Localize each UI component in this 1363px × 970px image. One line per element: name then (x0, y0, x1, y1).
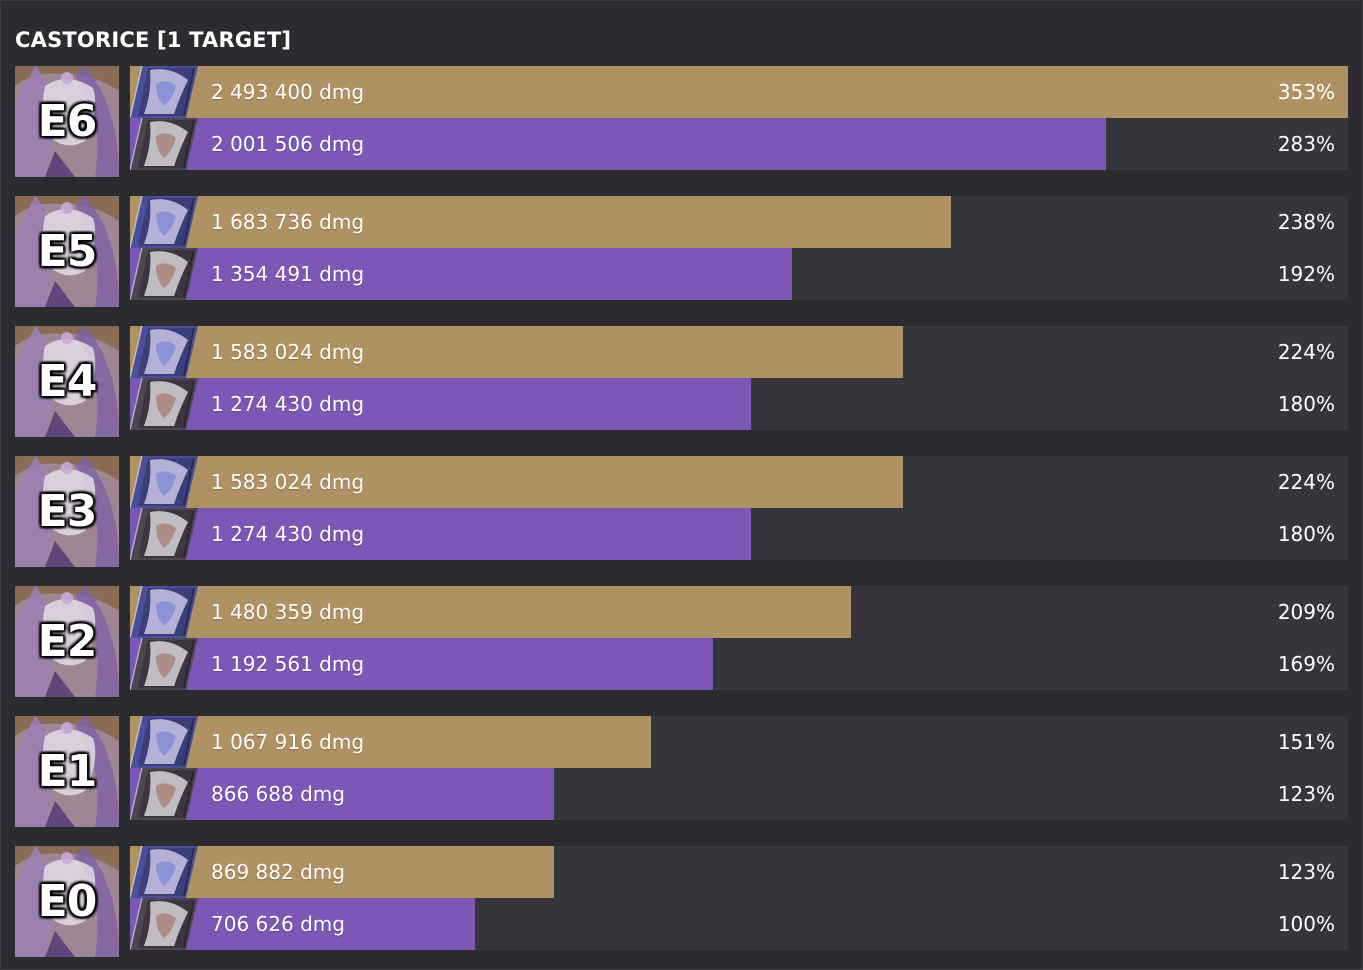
bar-track: 1 354 491 dmg 192% (130, 248, 1348, 300)
category-label: E4 (37, 356, 98, 407)
bar-e5-series-2 (130, 248, 792, 300)
bar-e3-series-1 (130, 456, 903, 508)
lightcone-card-icon (130, 66, 198, 118)
damage-label: 1 274 430 dmg (211, 392, 365, 416)
damage-label: 1 583 024 dmg (211, 470, 365, 494)
lightcone-card-icon (130, 846, 198, 898)
bar-track: 1 274 430 dmg 180% (130, 508, 1348, 560)
bar-track: 2 001 506 dmg 283% (130, 118, 1348, 170)
lightcone-card-icon (130, 898, 198, 950)
percent-label: 123% (1277, 782, 1335, 806)
castorice-portrait-icon: E2 (15, 586, 119, 697)
category-label: E2 (37, 616, 98, 667)
lightcone-card-icon (130, 326, 198, 378)
eidolon-group-e6: E6 2 493 400 dmg 353% 2 001 506 dmg 283% (15, 66, 1348, 177)
castorice-portrait-icon: E6 (15, 66, 119, 177)
lightcone-card-icon (130, 638, 198, 690)
damage-label: 1 274 430 dmg (211, 522, 365, 546)
bar-track: 706 626 dmg 100% (130, 898, 1348, 950)
damage-label: 2 493 400 dmg (211, 80, 365, 104)
eidolon-group-e3: E3 1 583 024 dmg 224% 1 274 430 dmg 180% (15, 456, 1348, 567)
damage-label: 866 688 dmg (211, 782, 345, 806)
bar-e4-series-2 (130, 378, 751, 430)
bar-e1-series-2 (130, 768, 554, 820)
castorice-portrait-icon: E4 (15, 326, 119, 437)
bar-track: 1 480 359 dmg 209% (130, 586, 1348, 638)
category-label: E1 (37, 746, 98, 797)
eidolon-group-e4: E4 1 583 024 dmg 224% 1 274 430 dmg 180% (15, 326, 1348, 437)
percent-label: 238% (1277, 210, 1335, 234)
percent-label: 180% (1277, 522, 1335, 546)
percent-label: 100% (1277, 912, 1335, 936)
damage-label: 1 067 916 dmg (211, 730, 365, 754)
bar-e2-series-1 (130, 586, 851, 638)
bar-track: 2 493 400 dmg 353% (130, 66, 1348, 118)
eidolon-group-e5: E5 1 683 736 dmg 238% 1 354 491 dmg 192% (15, 196, 1348, 307)
bar-e4-series-1 (130, 326, 903, 378)
lightcone-card-icon (130, 716, 198, 768)
percent-label: 180% (1277, 392, 1335, 416)
bar-track: 1 583 024 dmg 224% (130, 326, 1348, 378)
bar-e5-series-1 (130, 196, 951, 248)
castorice-portrait-icon: E5 (15, 196, 119, 307)
bar-e0-series-1 (130, 846, 554, 898)
castorice-portrait-icon: E1 (15, 716, 119, 827)
eidolon-group-e1: E1 1 067 916 dmg 151% 866 688 dmg 123% (15, 716, 1348, 827)
bar-track: 1 274 430 dmg 180% (130, 378, 1348, 430)
percent-label: 151% (1277, 730, 1335, 754)
damage-label: 869 882 dmg (211, 860, 345, 884)
castorice-portrait-icon: E0 (15, 846, 119, 957)
bar-track: 1 683 736 dmg 238% (130, 196, 1348, 248)
percent-label: 209% (1277, 600, 1335, 624)
castorice-portrait-icon: E3 (15, 456, 119, 567)
bar-e6-series-1 (130, 66, 1348, 118)
lightcone-card-icon (130, 768, 198, 820)
damage-label: 1 480 359 dmg (211, 600, 365, 624)
damage-label: 1 354 491 dmg (211, 262, 365, 286)
damage-label: 1 192 561 dmg (211, 652, 365, 676)
bar-e1-series-1 (130, 716, 651, 768)
chart-title: CASTORICE [1 TARGET] (15, 28, 292, 52)
percent-label: 224% (1277, 470, 1335, 494)
lightcone-card-icon (130, 196, 198, 248)
percent-label: 123% (1277, 860, 1335, 884)
percent-label: 192% (1277, 262, 1335, 286)
bar-track: 1 067 916 dmg 151% (130, 716, 1348, 768)
category-label: E0 (37, 876, 98, 927)
bar-track: 869 882 dmg 123% (130, 846, 1348, 898)
bar-e2-series-2 (130, 638, 713, 690)
lightcone-card-icon (130, 586, 198, 638)
percent-label: 353% (1277, 80, 1335, 104)
percent-label: 283% (1277, 132, 1335, 156)
category-label: E5 (37, 226, 98, 277)
damage-label: 706 626 dmg (211, 912, 345, 936)
damage-label: 1 583 024 dmg (211, 340, 365, 364)
lightcone-card-icon (130, 248, 198, 300)
lightcone-card-icon (130, 456, 198, 508)
bar-e3-series-2 (130, 508, 751, 560)
damage-label: 2 001 506 dmg (211, 132, 365, 156)
bar-track: 866 688 dmg 123% (130, 768, 1348, 820)
category-label: E6 (37, 96, 98, 147)
bar-e6-series-2 (130, 118, 1106, 170)
bar-track: 1 583 024 dmg 224% (130, 456, 1348, 508)
eidolon-group-e2: E2 1 480 359 dmg 209% 1 192 561 dmg 169% (15, 586, 1348, 697)
bar-track: 1 192 561 dmg 169% (130, 638, 1348, 690)
percent-label: 224% (1277, 340, 1335, 364)
lightcone-card-icon (130, 118, 198, 170)
lightcone-card-icon (130, 508, 198, 560)
category-label: E3 (37, 486, 98, 537)
eidolon-group-e0: E0 869 882 dmg 123% 706 626 dmg 100% (15, 846, 1348, 957)
percent-label: 169% (1277, 652, 1335, 676)
damage-label: 1 683 736 dmg (211, 210, 365, 234)
lightcone-card-icon (130, 378, 198, 430)
